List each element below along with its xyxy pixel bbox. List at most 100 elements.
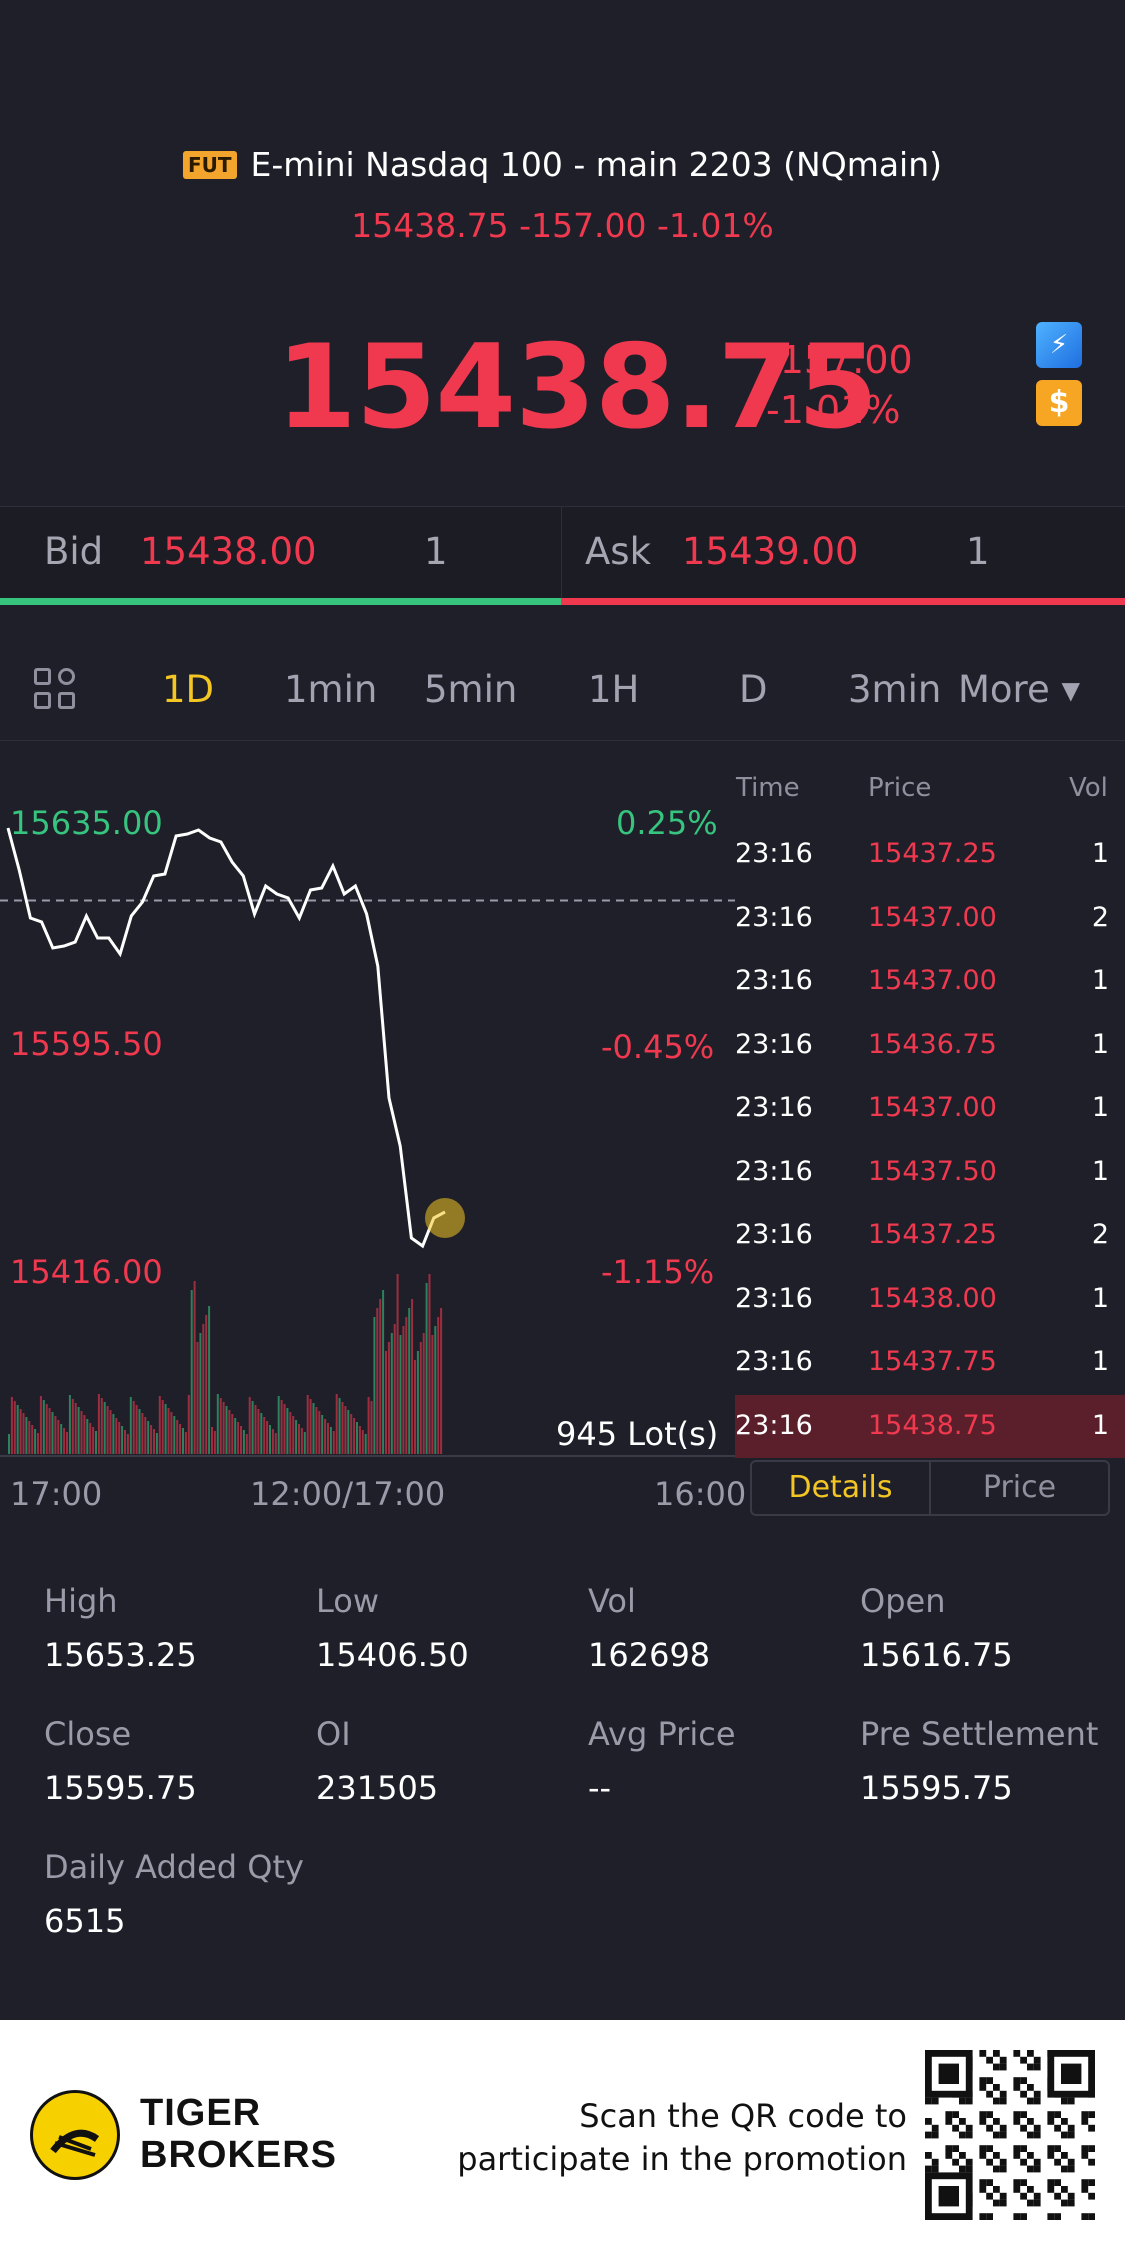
tick-row: 23:16 15437.75 1 (735, 1331, 1125, 1394)
volume-bar (196, 1342, 199, 1454)
volume-bar (248, 1397, 251, 1454)
volume-bar (402, 1326, 405, 1454)
volume-bar (353, 1418, 356, 1454)
layout-grid-icon[interactable] (34, 668, 78, 712)
volume-bar (97, 1394, 100, 1454)
volume-bar (364, 1434, 367, 1454)
brand-line-1: TIGER (140, 2092, 262, 2134)
volume-bar (280, 1400, 283, 1454)
stat-label: High (44, 1582, 118, 1620)
volume-bar (321, 1415, 324, 1454)
intraday-chart[interactable] (0, 742, 735, 1522)
volume-bar (390, 1333, 393, 1454)
volume-bar (147, 1421, 150, 1454)
volume-bar (25, 1417, 28, 1454)
volume-bar (240, 1426, 242, 1454)
bid-price: 15438.00 (140, 530, 317, 573)
volume-bar (121, 1426, 124, 1454)
volume-bar (144, 1417, 147, 1454)
volume-bar (80, 1411, 83, 1454)
dollar-icon[interactable]: $ (1036, 380, 1082, 426)
tab-5min[interactable]: 5min (424, 668, 518, 711)
tick-price: 15437.25 (868, 1219, 997, 1250)
x-label-end: 16:00 (654, 1475, 747, 1513)
tick-time: 23:16 (735, 1346, 813, 1377)
tick-price: 15437.25 (868, 838, 997, 869)
volume-bar (338, 1398, 341, 1454)
volume-bar (254, 1405, 257, 1454)
volume-bar (283, 1404, 286, 1454)
stat-label: Daily Added Qty (44, 1848, 304, 1886)
volume-bar (219, 1398, 222, 1454)
tick-time: 23:16 (735, 1028, 813, 1060)
volume-bar (425, 1283, 428, 1454)
tick-vol: 1 (1091, 838, 1109, 869)
tab-more[interactable]: More ▾ (958, 668, 1081, 711)
volume-bar (95, 1431, 97, 1454)
volume-bar (350, 1414, 353, 1454)
volume-bar (71, 1399, 74, 1454)
volume-bar (187, 1395, 190, 1454)
volume-bar (106, 1406, 109, 1454)
tick-vol: 1 (1091, 1409, 1109, 1441)
tab-d[interactable]: D (739, 668, 768, 711)
volume-bar (312, 1403, 315, 1454)
volume-bar (358, 1426, 361, 1454)
tab-1d[interactable]: 1D (162, 668, 215, 711)
volume-bar (211, 1427, 213, 1454)
volume-bar (89, 1423, 92, 1454)
price-tab[interactable]: Price (982, 1470, 1057, 1505)
tab-1min[interactable]: 1min (284, 668, 378, 711)
tiger-logo-icon (30, 2090, 120, 2180)
chart-y-mid: 15595.50 (10, 1025, 163, 1063)
volume-bar (16, 1405, 19, 1454)
tick-vol: 1 (1091, 1155, 1109, 1187)
volume-bar (13, 1401, 16, 1454)
volume-bar (225, 1406, 228, 1454)
volume-bar (153, 1429, 155, 1454)
volume-bar (292, 1416, 295, 1454)
stat-value: -- (588, 1769, 612, 1807)
volume-bar (51, 1412, 54, 1454)
volume-bar (150, 1425, 153, 1454)
volume-bar (161, 1400, 164, 1454)
volume-bar (393, 1324, 396, 1454)
volume-bar (315, 1407, 318, 1454)
tick-vol: 1 (1091, 1282, 1109, 1314)
tab-3min[interactable]: 3min (848, 668, 942, 711)
tick-time: 23:16 (735, 1155, 813, 1187)
volume-bar (437, 1317, 440, 1454)
volume-bar (379, 1299, 382, 1454)
volume-bar (370, 1401, 373, 1454)
lightning-icon[interactable]: ⚡ (1036, 322, 1082, 368)
price-change-percent: -1.01% (766, 388, 901, 432)
stat-value: 15616.75 (860, 1636, 1013, 1674)
volume-bar (8, 1434, 10, 1454)
stat-value: 15595.75 (860, 1769, 1013, 1807)
volume-bar (382, 1290, 385, 1454)
volume-bar (39, 1396, 42, 1454)
x-label-mid: 12:00/17:00 (250, 1475, 446, 1513)
volume-bar (298, 1424, 300, 1454)
tick-vol: 2 (1091, 1219, 1109, 1250)
qr-code[interactable] (925, 2050, 1095, 2220)
tab-1h[interactable]: 1H (588, 668, 640, 711)
details-price-toggle: Details Price (750, 1460, 1110, 1516)
stat-label: Avg Price (588, 1715, 736, 1753)
volume-bar (182, 1428, 184, 1454)
stat-label: Low (316, 1582, 380, 1620)
volume-bar (251, 1401, 254, 1454)
volume-bar (74, 1403, 77, 1454)
details-tab[interactable]: Details (752, 1462, 931, 1514)
volume-bar (213, 1431, 216, 1454)
volume-bar (31, 1425, 34, 1454)
volume-bar (431, 1335, 434, 1454)
volume-bar (411, 1299, 414, 1454)
volume-bar (141, 1413, 144, 1454)
volume-bar (158, 1396, 161, 1454)
ask-label: Ask (585, 530, 652, 573)
volume-bar (190, 1290, 193, 1454)
current-price-marker (425, 1198, 465, 1238)
volume-bar (440, 1308, 443, 1454)
volume-bar (416, 1351, 419, 1454)
